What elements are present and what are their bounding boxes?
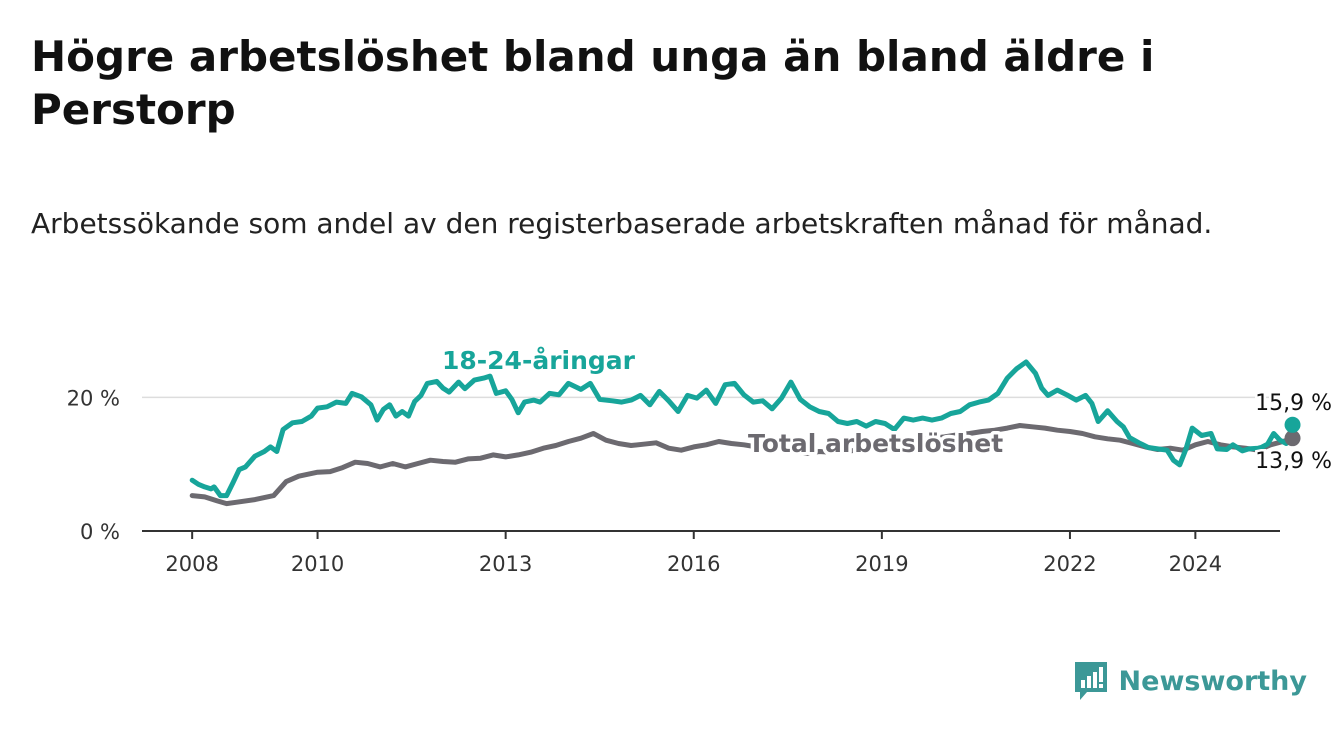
x-tick-label: 2016: [667, 552, 720, 576]
series-line-youth: [189, 359, 1295, 499]
end-label-youth: 15,9 %: [1255, 391, 1332, 416]
newsworthy-brand: Newsworthy: [1073, 660, 1307, 702]
brand-name: Newsworthy: [1118, 665, 1307, 697]
y-tick-label: 0 %: [80, 520, 120, 544]
series-label-youth: 18-24-åringar: [442, 346, 636, 375]
lines-layer: [189, 359, 1295, 507]
end-dot-total: [1284, 430, 1301, 447]
end-dot-youth: [1284, 416, 1301, 433]
labels-layer: 13,9 % 15,9 % 18-24-åringar Total arbetslös…: [439, 343, 1335, 477]
x-tick-label: 2013: [479, 552, 532, 576]
chart-subtitle: Arbetssökande som andel av den registerb…: [31, 207, 1213, 240]
end-label-total: 13,9 %: [1255, 449, 1332, 474]
x-tick-label: 2022: [1043, 552, 1096, 576]
x-tick-label: 2019: [855, 552, 908, 576]
chart-title: Högre arbetslöshet bland unga än bland ä…: [31, 32, 1155, 134]
x-tick-label: 2008: [165, 552, 218, 576]
x-tick-label: 2010: [291, 552, 344, 576]
series-line-total: [189, 423, 1295, 507]
series-label-total: Total arbetslöshet: [748, 429, 1003, 458]
newsworthy-logo-icon: [1074, 662, 1107, 700]
y-tick-label: 20 %: [67, 386, 120, 410]
x-tick-label: 2024: [1169, 552, 1222, 576]
